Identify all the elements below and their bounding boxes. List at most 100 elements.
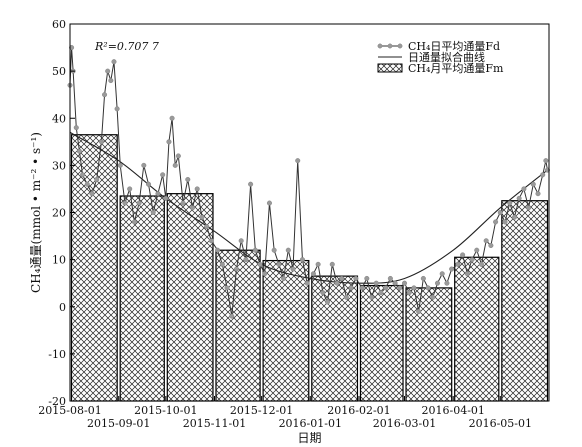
daily-point-66 [348,285,354,291]
x-tick-label: 2015-08-01 [38,404,101,417]
x-tick-label: 2015-10-01 [134,404,197,417]
daily-point-84 [434,280,440,286]
daily-point-44 [243,257,249,263]
daily-point-76 [397,285,403,291]
daily-point-39 [219,261,225,267]
monthly-bar-9 [454,256,500,402]
daily-point-86 [444,280,450,286]
x-tick-label: 2016-04-01 [421,404,484,417]
daily-point-73 [383,285,389,291]
daily-point-70 [369,294,375,300]
daily-point-21 [141,162,147,168]
legend-entry-2: 日通量拟合曲线 [408,50,485,64]
daily-point-80 [416,308,422,314]
x-tick-label: 2016-05-01 [469,417,532,430]
daily-point-101 [516,195,522,201]
daily-point-58 [310,271,316,277]
daily-point-91 [469,257,475,263]
legend-daily-marker [387,43,393,49]
daily-point-88 [455,261,461,267]
legend-entry-1: CH₄日平均通量Fd [408,40,500,53]
daily-point-42 [233,266,239,272]
daily-point-96 [493,219,499,225]
legend-daily-marker [377,43,383,49]
y-tick-label: 40 [52,112,66,125]
monthly-bar-6 [311,275,359,402]
x-tick-label: 2015-09-01 [87,417,150,430]
daily-point-65 [343,294,349,300]
daily-point-77 [402,280,408,286]
monthly-bar-5 [262,259,310,402]
daily-point-13 [108,78,114,84]
daily-point-106 [540,172,546,178]
daily-point-15 [114,106,120,112]
daily-point-11 [102,92,108,98]
daily-point-20 [136,200,142,206]
y-tick-label: 50 [52,65,66,78]
daily-point-63 [334,280,340,286]
daily-point-40 [224,285,230,291]
daily-point-14 [111,59,117,65]
daily-point-83 [430,294,436,300]
daily-point-72 [378,290,384,296]
daily-point-7 [84,181,90,187]
daily-point-103 [526,205,532,211]
daily-point-61 [325,299,331,305]
y-axis: -20 -10 0 10 20 30 40 50 60 [48,18,75,408]
daily-point-51 [276,261,282,267]
x-tick-label: 2015-12-01 [230,404,293,417]
x-tick-label: 2016-03-01 [373,417,436,430]
daily-point-12 [105,68,111,74]
daily-point-78 [406,290,412,296]
daily-point-33 [189,205,195,211]
x-tick-label: 2015-11-01 [183,417,246,430]
daily-point-60 [320,290,326,296]
r-squared-annotation: R²=0.707 7 [94,40,159,53]
monthly-bar-2 [119,195,165,402]
daily-point-95 [488,242,494,248]
daily-point-99 [507,200,513,206]
legend-bar-swatch [377,63,403,73]
daily-point-45 [248,181,254,187]
daily-point-38 [215,247,221,253]
daily-point-105 [535,191,541,197]
x-axis: 2015-08-012015-09-012015-10-012015-11-01… [38,396,532,430]
daily-point-36 [204,224,210,230]
daily-point-19 [131,219,137,225]
daily-point-41 [229,313,235,319]
daily-point-24 [155,191,161,197]
daily-point-9 [94,177,100,183]
daily-point-68 [359,285,365,291]
daily-point-94 [483,238,489,244]
daily-point-43 [238,238,244,244]
monthly-bar-10 [501,200,549,402]
monthly-bars [70,134,549,402]
daily-point-57 [304,280,310,286]
legend-entry-3: CH₄月平均通量Fm [408,62,504,75]
daily-point-85 [439,271,445,277]
daily-point-87 [449,266,455,272]
daily-point-6 [80,172,86,178]
daily-point-18 [127,186,133,192]
daily-point-107 [543,158,549,164]
daily-point-5 [76,148,82,154]
daily-point-75 [392,280,398,286]
daily-point-49 [266,200,272,206]
daily-point-29 [172,162,178,168]
daily-point-28 [169,115,175,121]
legend-daily-marker [397,43,403,49]
daily-point-104 [530,181,536,187]
daily-point-23 [150,209,156,215]
daily-point-97 [497,209,503,215]
y-tick-label: 60 [52,18,66,31]
x-tick-label: 2016-01-01 [279,417,342,430]
daily-point-47 [257,261,263,267]
daily-point-69 [364,275,370,281]
daily-point-26 [163,195,169,201]
daily-point-52 [281,275,287,281]
monthly-bar-8 [405,287,453,402]
y-tick-label: 20 [52,207,66,220]
daily-point-102 [521,186,527,192]
y-tick-label: -20 [48,395,66,408]
